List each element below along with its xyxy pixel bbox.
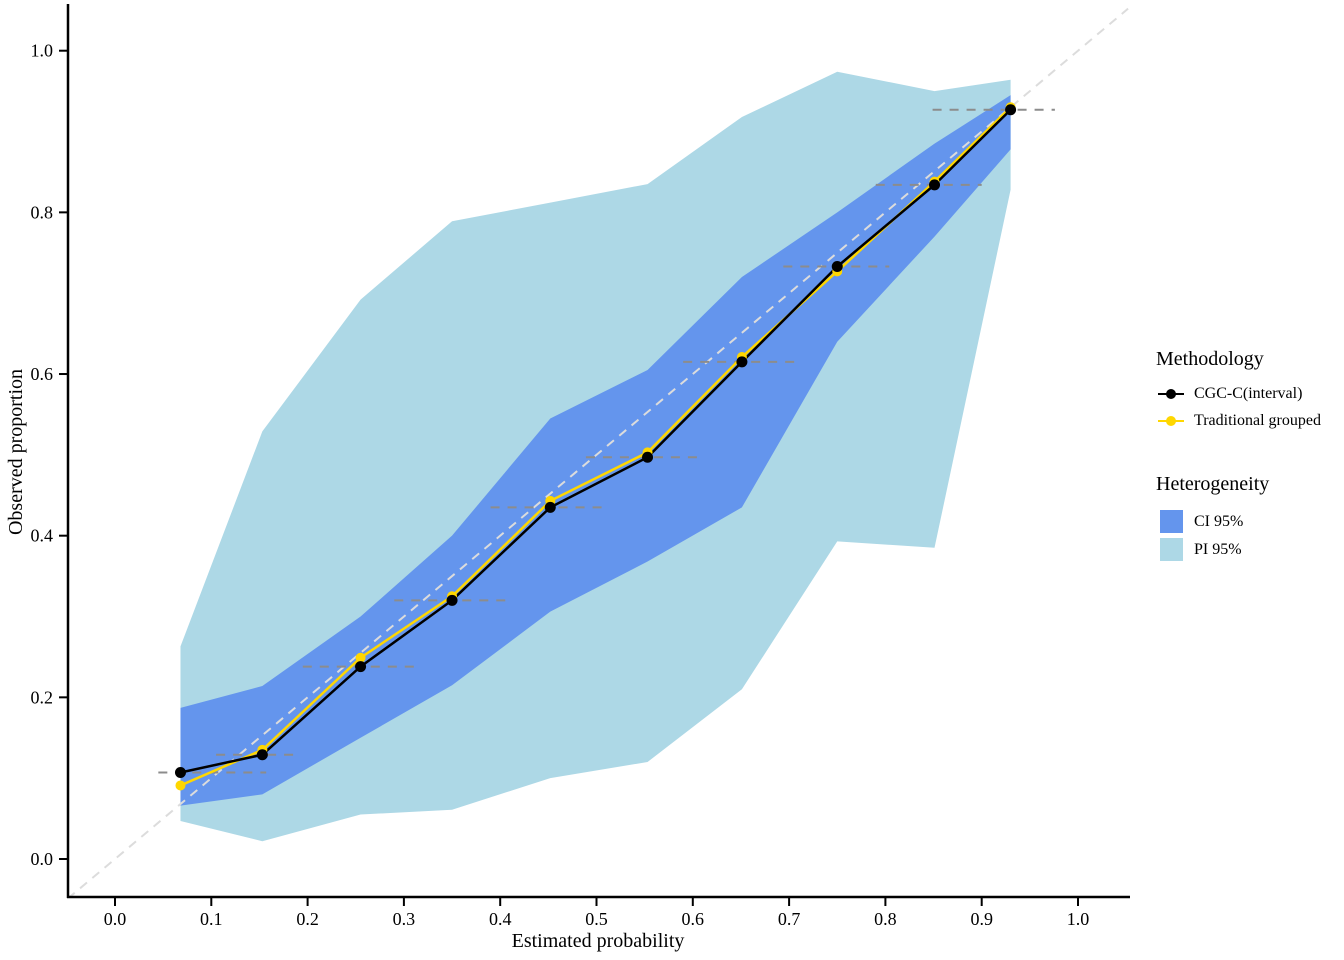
legend-label: CI 95% bbox=[1194, 512, 1244, 530]
y-tick-label: 0.0 bbox=[31, 849, 54, 869]
legend: Methodology CGC-C(interval) Traditional … bbox=[1156, 348, 1342, 566]
y-tick-label: 0.6 bbox=[31, 364, 54, 384]
legend-title-methodology: Methodology bbox=[1156, 348, 1264, 370]
y-tick-label: 0.4 bbox=[31, 526, 54, 546]
axes: 0.0 0.1 0.2 0.3 0.4 0.5 0.6 0.7 0.8 0.9 1.0 0.0 0.2 0… bbox=[31, 4, 1130, 929]
pointrange-icon-black bbox=[1156, 388, 1186, 400]
legend-item-traditional-grouped: Traditional grouped bbox=[1156, 412, 1342, 430]
x-tick-label: 0.4 bbox=[489, 909, 512, 929]
legend-label: Traditional grouped bbox=[1194, 412, 1321, 429]
pi-swatch-icon bbox=[1156, 538, 1186, 561]
y-tick-label: 0.8 bbox=[31, 202, 54, 222]
x-axis-title: Estimated probability bbox=[512, 930, 685, 952]
data-point-cgc-c-interval- bbox=[929, 179, 941, 191]
data-point-cgc-c-interval- bbox=[174, 767, 186, 779]
legend-item-pi-95: PI 95% bbox=[1156, 538, 1342, 561]
y-axis-title: Observed proportion bbox=[5, 369, 27, 535]
data-point-cgc-c-interval- bbox=[256, 749, 268, 761]
x-tick-label: 0.2 bbox=[296, 909, 319, 929]
ci-swatch-icon bbox=[1156, 510, 1186, 533]
x-tick-label: 0.0 bbox=[104, 909, 127, 929]
x-tick-label: 1.0 bbox=[1067, 909, 1090, 929]
data-point-cgc-c-interval- bbox=[1005, 104, 1017, 116]
legend-title-heterogeneity: Heterogeneity bbox=[1156, 473, 1270, 495]
data-point-cgc-c-interval- bbox=[446, 594, 458, 606]
identity-line bbox=[68, 7, 1129, 898]
legend-label: PI 95% bbox=[1194, 540, 1242, 558]
plot-panel bbox=[68, 7, 1129, 898]
y-tick-label: 1.0 bbox=[31, 41, 54, 61]
data-point-cgc-c-interval- bbox=[831, 261, 843, 273]
x-tick-label: 0.8 bbox=[874, 909, 897, 929]
x-tick-label: 0.6 bbox=[682, 909, 705, 929]
x-tick-label: 0.1 bbox=[200, 909, 223, 929]
legend-label: CGC-C(interval) bbox=[1194, 385, 1303, 402]
data-point-cgc-c-interval- bbox=[642, 451, 654, 463]
legend-item-cgc-c-interval: CGC-C(interval) bbox=[1156, 385, 1342, 403]
data-point-traditional-grouped bbox=[355, 652, 366, 663]
band-ci-95- bbox=[180, 95, 1011, 806]
x-tick-label: 0.9 bbox=[970, 909, 993, 929]
pointrange-icon-yellow bbox=[1156, 415, 1186, 427]
x-tick-label: 0.7 bbox=[778, 909, 801, 929]
y-tick-label: 0.2 bbox=[31, 687, 54, 707]
data-point-cgc-c-interval- bbox=[544, 501, 556, 513]
legend-item-ci-95: CI 95% bbox=[1156, 510, 1342, 533]
data-point-cgc-c-interval- bbox=[355, 661, 367, 673]
data-point-traditional-grouped bbox=[175, 780, 186, 791]
series-line-cgc-c-interval- bbox=[180, 108, 1012, 774]
x-tick-label: 0.3 bbox=[393, 909, 416, 929]
data-point-cgc-c-interval- bbox=[736, 356, 748, 368]
x-tick-label: 0.5 bbox=[585, 909, 608, 929]
